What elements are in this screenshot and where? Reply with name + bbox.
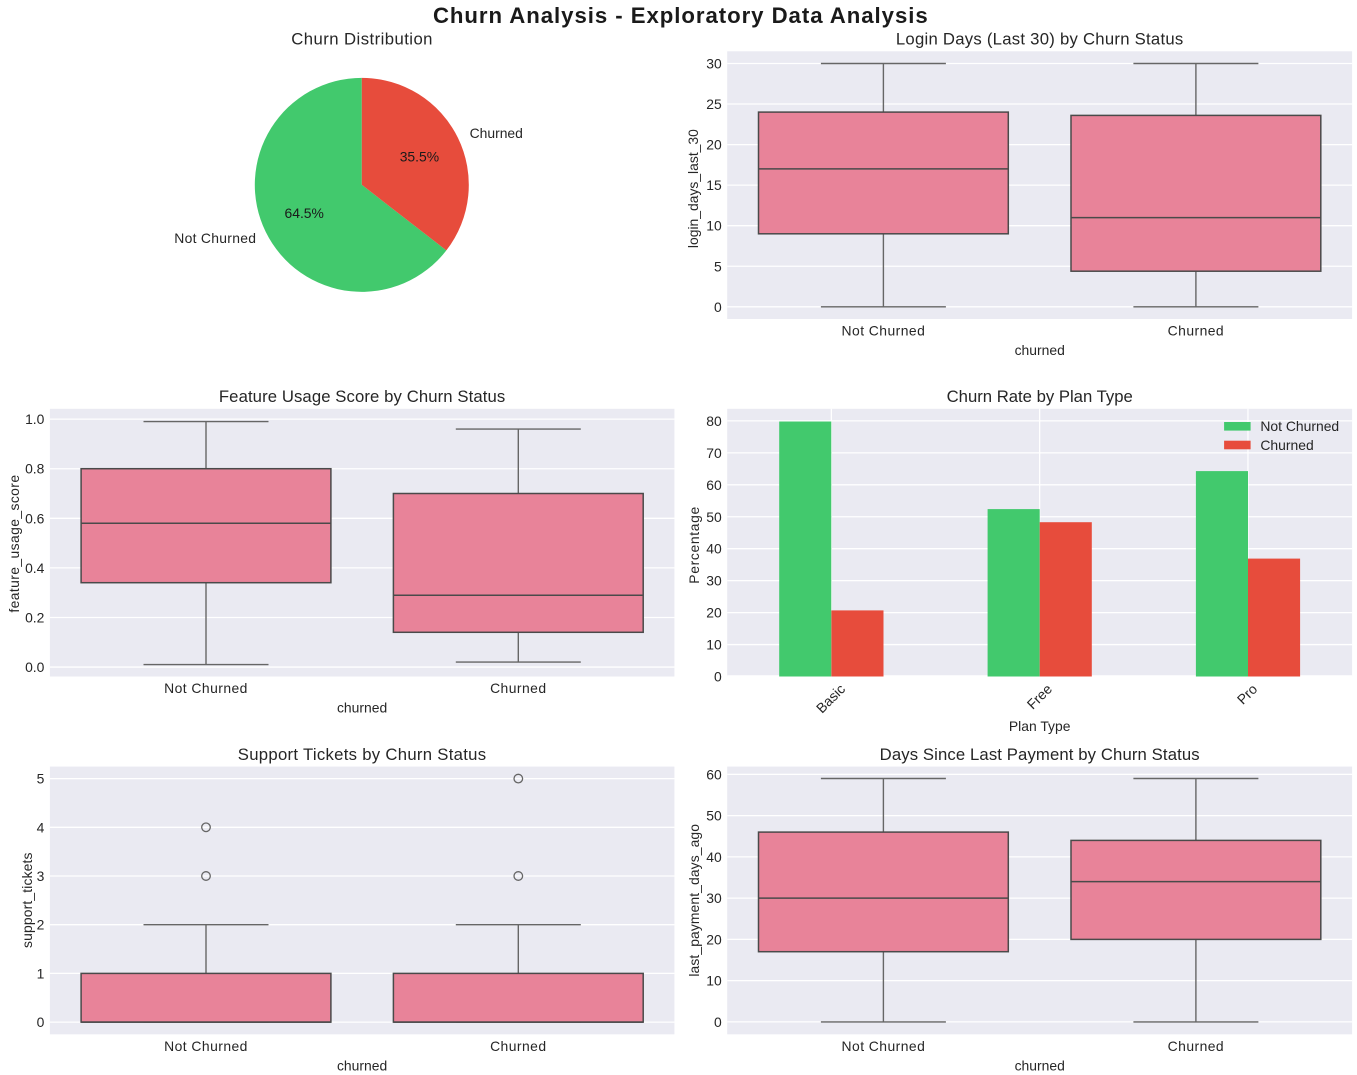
svg-text:80: 80 [706,413,722,429]
svg-text:Percentage: Percentage [686,506,702,584]
svg-text:60: 60 [706,477,722,493]
svg-text:Not Churned: Not Churned [164,680,248,696]
svg-text:30: 30 [706,56,722,72]
svg-text:support_tickets: support_tickets [19,852,35,948]
svg-text:40: 40 [706,541,722,557]
svg-text:5: 5 [37,771,45,787]
svg-text:0: 0 [37,1014,45,1030]
svg-text:3: 3 [37,868,45,884]
svg-text:Churn Analysis - Exploratory D: Churn Analysis - Exploratory Data Analys… [433,3,929,28]
svg-text:25: 25 [706,96,722,112]
svg-text:50: 50 [706,808,722,824]
svg-text:0.2: 0.2 [25,610,45,626]
svg-text:churned: churned [1015,342,1065,358]
svg-text:Churned: Churned [1260,437,1313,453]
svg-text:0.6: 0.6 [25,510,45,526]
svg-text:churned: churned [1015,1057,1065,1073]
svg-text:10: 10 [706,637,722,653]
svg-text:10: 10 [706,218,722,234]
svg-text:Churn Rate by Plan Type: Churn Rate by Plan Type [947,387,1133,406]
svg-text:Not Churned: Not Churned [842,323,926,339]
svg-text:35.5%: 35.5% [400,149,439,165]
svg-text:Churned: Churned [1168,1038,1224,1054]
svg-text:15: 15 [706,177,722,193]
svg-text:Days Since Last Payment by Chu: Days Since Last Payment by Churn Status [880,745,1200,764]
svg-text:64.5%: 64.5% [285,205,324,221]
svg-text:0.8: 0.8 [25,461,45,477]
svg-text:Churned: Churned [470,125,523,141]
svg-text:Not Churned: Not Churned [842,1038,926,1054]
svg-text:Not Churned: Not Churned [1260,418,1339,434]
svg-text:Feature Usage Score by Churn S: Feature Usage Score by Churn Status [219,387,505,406]
svg-text:churned: churned [337,1057,387,1073]
svg-text:30: 30 [706,573,722,589]
svg-text:Support Tickets by Churn Statu: Support Tickets by Churn Status [238,745,487,764]
svg-text:20: 20 [706,605,722,621]
svg-text:50: 50 [706,509,722,525]
svg-text:20: 20 [706,137,722,153]
svg-text:0.4: 0.4 [25,560,45,576]
svg-text:Not Churned: Not Churned [164,1038,248,1054]
svg-text:churned: churned [337,700,387,716]
svg-text:70: 70 [706,445,722,461]
svg-text:5: 5 [714,258,722,274]
svg-text:Login Days (Last 30) by Churn: Login Days (Last 30) by Churn Status [896,30,1184,49]
svg-text:1.0: 1.0 [25,411,45,427]
svg-text:feature_usage_score: feature_usage_score [6,475,22,613]
svg-text:2: 2 [37,917,45,933]
svg-text:Churned: Churned [490,680,546,696]
svg-text:1: 1 [37,965,45,981]
svg-text:Not Churned: Not Churned [174,230,256,246]
svg-text:4: 4 [37,819,45,835]
svg-text:Churned: Churned [1168,323,1224,339]
svg-text:60: 60 [706,766,722,782]
svg-text:0: 0 [714,669,722,685]
svg-text:Churned: Churned [490,1038,546,1054]
svg-text:last_payment_days_ago: last_payment_days_ago [686,824,702,977]
svg-text:10: 10 [706,973,722,989]
svg-text:login_days_last_30: login_days_last_30 [685,129,701,248]
svg-text:30: 30 [706,890,722,906]
svg-text:40: 40 [706,849,722,865]
svg-text:20: 20 [706,931,722,947]
svg-text:Plan Type: Plan Type [1009,718,1071,734]
svg-text:0: 0 [714,299,722,315]
svg-text:0: 0 [714,1014,722,1030]
svg-text:Churn Distribution: Churn Distribution [291,30,433,49]
svg-text:0.0: 0.0 [25,659,45,675]
